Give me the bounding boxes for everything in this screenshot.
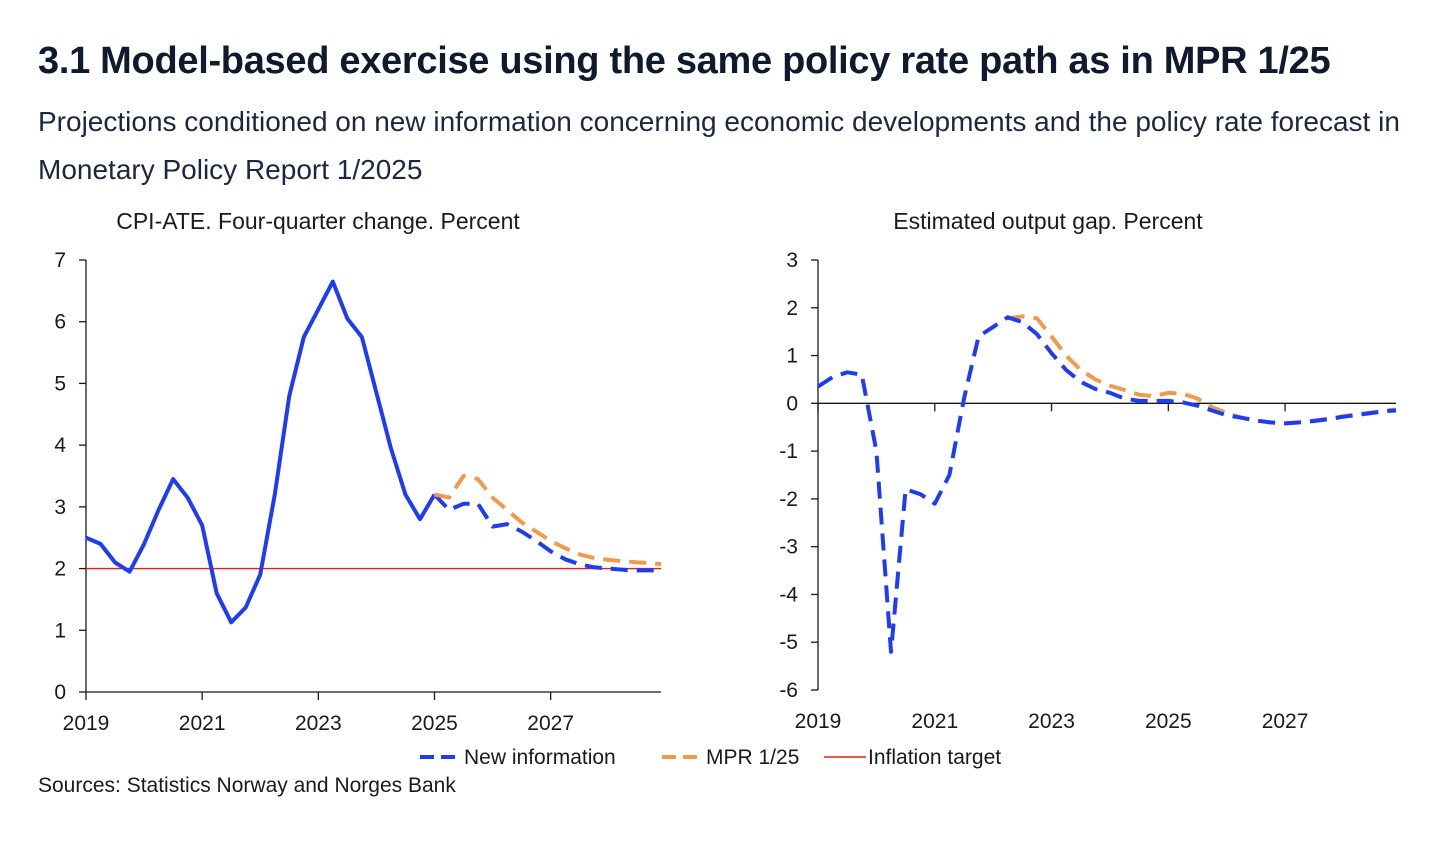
legend-label-mpr-1-25: MPR 1/25	[706, 746, 799, 769]
gap-y-tick-label: -2	[779, 488, 798, 511]
cpi-x-tick-label: 2019	[63, 712, 110, 735]
gap-x-tick-label: 2025	[1145, 710, 1192, 733]
gap-x-tick-label: 2021	[911, 710, 958, 733]
cpi-x-tick-label: 2027	[527, 712, 574, 735]
cpi-y-tick-label: 3	[54, 496, 66, 519]
cpi-y-tick-label: 7	[54, 249, 66, 272]
legend-label-inflation-target: Inflation target	[868, 746, 1001, 769]
sources-note: Sources: Statistics Norway and Norges Ba…	[38, 774, 456, 797]
output-gap-panel: Estimated output gap. Percent -6 -5 -4 -3 -2 -…	[779, 208, 1397, 733]
gap-y-tick-label: -4	[779, 583, 798, 606]
gap-y-tick-label: -6	[779, 679, 798, 702]
cpi-new-information-line	[433, 493, 662, 573]
cpi-x-tick-label: 2025	[411, 712, 458, 735]
gap-y-tick-label: 2	[786, 297, 798, 320]
cpi-y-tick-label: 6	[54, 311, 66, 334]
cpi-x-tick-label: 2021	[179, 712, 226, 735]
gap-y-tick-label: -3	[779, 536, 798, 559]
cpi-panel-title: CPI-ATE. Four-quarter change. Percent	[116, 208, 520, 234]
gap-x-tick-label: 2023	[1028, 710, 1075, 733]
gap-panel-title: Estimated output gap. Percent	[893, 208, 1203, 234]
cpi-y-tick-label: 0	[54, 681, 66, 704]
cpi-y-tick-label: 2	[54, 558, 66, 581]
gap-new-information-line	[816, 315, 1397, 654]
gap-y-tick-label: 1	[786, 345, 798, 368]
gap-x-tick-label: 2019	[795, 710, 842, 733]
cpi-new-information-history-line	[85, 279, 437, 625]
gap-x-tick-label: 2027	[1262, 710, 1309, 733]
gap-y-tick-label: 3	[786, 249, 798, 272]
cpi-y-tick-label: 4	[54, 434, 66, 457]
cpi-x-tick-label: 2023	[295, 712, 342, 735]
legend-label-new-information: New information	[464, 746, 616, 769]
chart-subtitle: Projections conditioned on new informati…	[38, 106, 1400, 185]
cpi-ate-panel: CPI-ATE. Four-quarter change. Percent 0 1 2…	[54, 208, 662, 735]
gap-y-tick-label: -1	[779, 440, 798, 463]
cpi-y-tick-label: 1	[54, 619, 66, 642]
chart-title: 3.1 Model-based exercise using the same …	[38, 40, 1331, 82]
legend: New information MPR 1/25 Inflation target	[420, 746, 1001, 769]
cpi-y-tick-label: 5	[54, 372, 66, 395]
gap-y-tick-label: 0	[786, 392, 798, 415]
gap-y-tick-label: -5	[779, 631, 798, 654]
